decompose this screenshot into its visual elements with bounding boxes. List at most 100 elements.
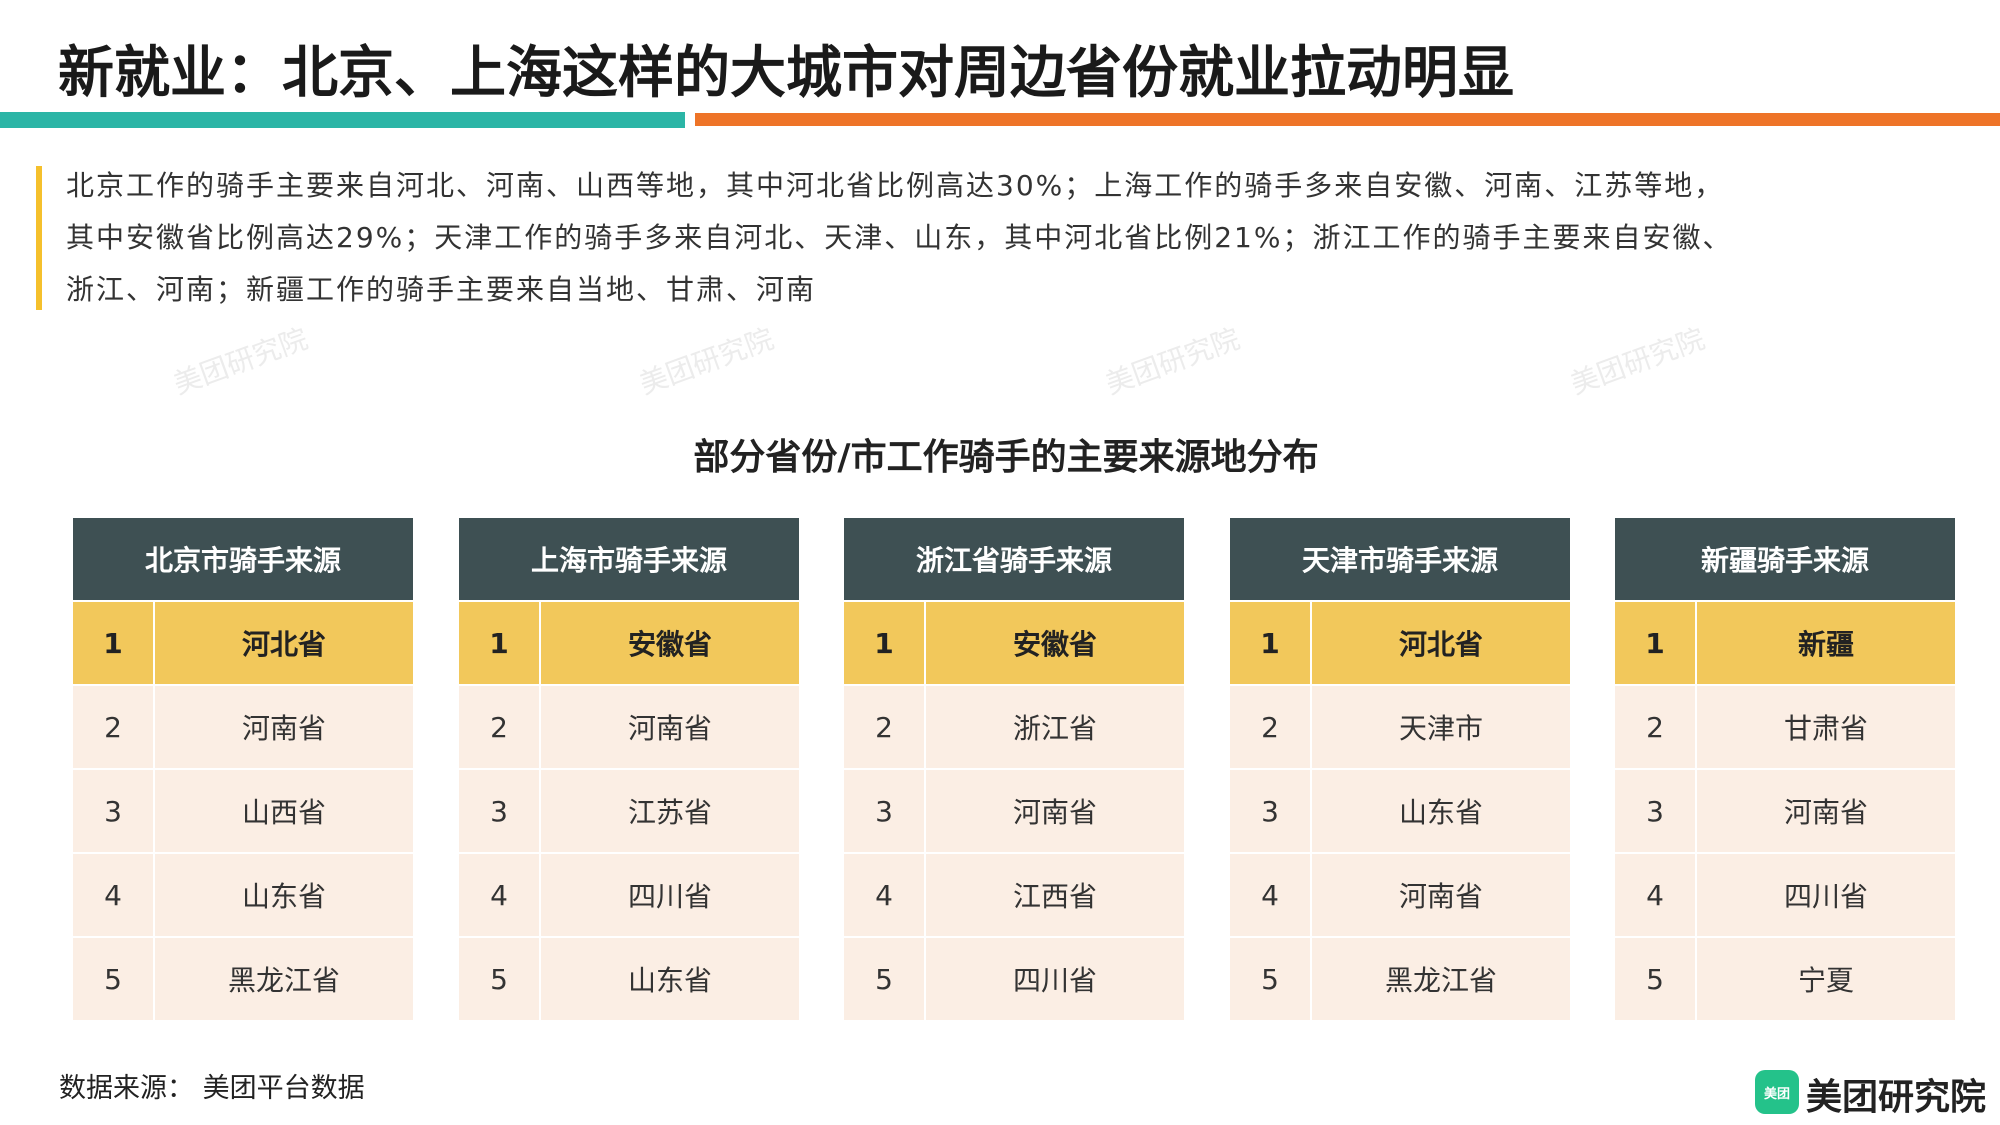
table-header: 天津市骑手来源 bbox=[1230, 518, 1570, 600]
table-row: 2 天津市 bbox=[1230, 686, 1570, 768]
rank-cell: 2 bbox=[459, 686, 539, 768]
paragraph-line: 其中安徽省比例高达29%；天津工作的骑手多来自河北、天津、山东，其中河北省比例2… bbox=[66, 221, 1733, 254]
province-cell: 河北省 bbox=[155, 602, 413, 684]
table: 新疆骑手来源 1 新疆 2 甘肃省 3 河南省 4 四川省 5 宁夏 bbox=[1615, 518, 1955, 1020]
watermark: 美团研究院 bbox=[1101, 321, 1244, 401]
table-row: 4 四川省 bbox=[1615, 854, 1955, 936]
watermark: 美团研究院 bbox=[1566, 321, 1709, 401]
section-title: 部分省份/市工作骑手的主要来源地分布 bbox=[693, 437, 1319, 478]
province-cell: 河北省 bbox=[1312, 602, 1570, 684]
table-header: 北京市骑手来源 bbox=[73, 518, 413, 600]
table-row: 5 黑龙江省 bbox=[1230, 938, 1570, 1020]
province-cell: 四川省 bbox=[926, 938, 1184, 1020]
rank-cell: 4 bbox=[459, 854, 539, 936]
table-row: 4 四川省 bbox=[459, 854, 799, 936]
table-row: 2 河南省 bbox=[73, 686, 413, 768]
rank-cell: 1 bbox=[844, 602, 924, 684]
province-cell: 天津市 bbox=[1312, 686, 1570, 768]
rank-cell: 4 bbox=[1230, 854, 1310, 936]
province-cell: 安徽省 bbox=[926, 602, 1184, 684]
rank-cell: 4 bbox=[844, 854, 924, 936]
rank-cell: 1 bbox=[73, 602, 153, 684]
province-cell: 宁夏 bbox=[1697, 938, 1955, 1020]
rank-cell: 4 bbox=[73, 854, 153, 936]
rank-cell: 3 bbox=[459, 770, 539, 852]
logo-text: 美团研究院 bbox=[1806, 1077, 1987, 1118]
rank-cell: 4 bbox=[1615, 854, 1695, 936]
province-cell: 河南省 bbox=[1697, 770, 1955, 852]
province-cell: 河南省 bbox=[155, 686, 413, 768]
table-row: 1 河北省 bbox=[1230, 602, 1570, 684]
rank-cell: 2 bbox=[1230, 686, 1310, 768]
province-cell: 山东省 bbox=[541, 938, 799, 1020]
table: 天津市骑手来源 1 河北省 2 天津市 3 山东省 4 河南省 5 黑龙江省 bbox=[1230, 518, 1570, 1020]
table-row: 3 山东省 bbox=[1230, 770, 1570, 852]
rank-cell: 1 bbox=[1615, 602, 1695, 684]
province-cell: 山东省 bbox=[1312, 770, 1570, 852]
rank-cell: 3 bbox=[1615, 770, 1695, 852]
province-cell: 安徽省 bbox=[541, 602, 799, 684]
table-row: 5 山东省 bbox=[459, 938, 799, 1020]
table: 上海市骑手来源 1 安徽省 2 河南省 3 江苏省 4 四川省 5 山东省 bbox=[459, 518, 799, 1020]
table-row: 3 河南省 bbox=[844, 770, 1184, 852]
table-header: 新疆骑手来源 bbox=[1615, 518, 1955, 600]
table-row: 5 宁夏 bbox=[1615, 938, 1955, 1020]
rank-cell: 5 bbox=[1615, 938, 1695, 1020]
table-header: 浙江省骑手来源 bbox=[844, 518, 1184, 600]
rank-cell: 1 bbox=[1230, 602, 1310, 684]
province-cell: 四川省 bbox=[1697, 854, 1955, 936]
table-row: 2 浙江省 bbox=[844, 686, 1184, 768]
table-row: 5 四川省 bbox=[844, 938, 1184, 1020]
table-row: 4 河南省 bbox=[1230, 854, 1570, 936]
paragraph-line: 浙江、河南；新疆工作的骑手主要来自当地、甘肃、河南 bbox=[66, 273, 817, 306]
table-row: 3 山西省 bbox=[73, 770, 413, 852]
rank-cell: 5 bbox=[459, 938, 539, 1020]
table-row: 4 江西省 bbox=[844, 854, 1184, 936]
province-cell: 江西省 bbox=[926, 854, 1184, 936]
province-cell: 浙江省 bbox=[926, 686, 1184, 768]
watermark: 美团研究院 bbox=[635, 321, 778, 401]
table: 北京市骑手来源 1 河北省 2 河南省 3 山西省 4 山东省 5 黑龙江省 bbox=[73, 518, 413, 1020]
province-cell: 黑龙江省 bbox=[1312, 938, 1570, 1020]
province-cell: 甘肃省 bbox=[1697, 686, 1955, 768]
province-cell: 江苏省 bbox=[541, 770, 799, 852]
quote-bar bbox=[36, 166, 42, 310]
rank-cell: 2 bbox=[73, 686, 153, 768]
province-cell: 山西省 bbox=[155, 770, 413, 852]
table-row: 2 河南省 bbox=[459, 686, 799, 768]
rank-cell: 2 bbox=[844, 686, 924, 768]
table-row: 1 新疆 bbox=[1615, 602, 1955, 684]
rank-cell: 5 bbox=[73, 938, 153, 1020]
title: 新就业：北京、上海这样的大城市对周边省份就业拉动明显 bbox=[58, 41, 1514, 106]
source: 数据来源： 美团平台数据 bbox=[59, 1073, 365, 1104]
table-row: 2 甘肃省 bbox=[1615, 686, 1955, 768]
table-row: 5 黑龙江省 bbox=[73, 938, 413, 1020]
province-cell: 河南省 bbox=[926, 770, 1184, 852]
rank-cell: 1 bbox=[459, 602, 539, 684]
accent-bar bbox=[695, 113, 2000, 126]
table: 浙江省骑手来源 1 安徽省 2 浙江省 3 河南省 4 江西省 5 四川省 bbox=[844, 518, 1184, 1020]
province-cell: 新疆 bbox=[1697, 602, 1955, 684]
table-row: 1 安徽省 bbox=[844, 602, 1184, 684]
province-cell: 河南省 bbox=[541, 686, 799, 768]
province-cell: 黑龙江省 bbox=[155, 938, 413, 1020]
rank-cell: 5 bbox=[1230, 938, 1310, 1020]
watermark: 美团研究院 bbox=[169, 321, 312, 401]
rank-cell: 3 bbox=[844, 770, 924, 852]
rank-cell: 3 bbox=[1230, 770, 1310, 852]
province-cell: 四川省 bbox=[541, 854, 799, 936]
table-header: 上海市骑手来源 bbox=[459, 518, 799, 600]
table-row: 1 河北省 bbox=[73, 602, 413, 684]
province-cell: 山东省 bbox=[155, 854, 413, 936]
rank-cell: 5 bbox=[844, 938, 924, 1020]
table-row: 3 江苏省 bbox=[459, 770, 799, 852]
paragraph-line: 北京工作的骑手主要来自河北、河南、山西等地，其中河北省比例高达30%；上海工作的… bbox=[66, 169, 1725, 202]
rank-cell: 3 bbox=[73, 770, 153, 852]
table-row: 3 河南省 bbox=[1615, 770, 1955, 852]
paragraph: 北京工作的骑手主要来自河北、河南、山西等地，其中河北省比例高达30%；上海工作的… bbox=[66, 160, 1732, 316]
table-row: 1 安徽省 bbox=[459, 602, 799, 684]
accent-bar bbox=[0, 112, 685, 128]
province-cell: 河南省 bbox=[1312, 854, 1570, 936]
rank-cell: 2 bbox=[1615, 686, 1695, 768]
